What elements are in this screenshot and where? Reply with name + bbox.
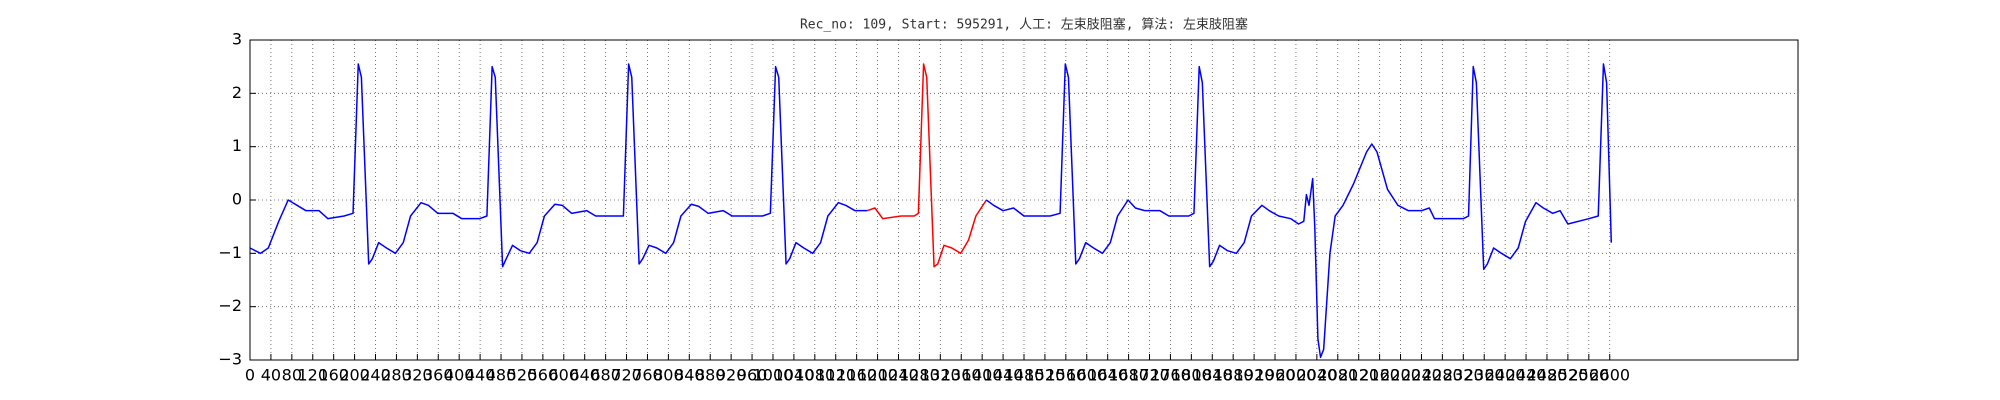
x-tick-label: 440 [465, 366, 496, 385]
x-tick-label: 840 [674, 366, 705, 385]
x-tick-label: 1720 [1129, 366, 1170, 385]
x-tick-label: 200 [339, 366, 370, 385]
x-tick-label: 2160 [1359, 366, 1400, 385]
x-tick-label: 2360 [1464, 366, 1505, 385]
x-tick-label: 1400 [962, 366, 1003, 385]
x-tick-label: 720 [611, 366, 642, 385]
x-tick-label: 2600 [1589, 366, 1630, 385]
x-tick-label: 1920 [1234, 366, 1275, 385]
x-tick-label: 2520 [1548, 366, 1589, 385]
x-tick-label: 1160 [836, 366, 877, 385]
x-tick-label: 1080 [794, 366, 835, 385]
x-tick-label: 920 [716, 366, 747, 385]
x-tick-label: 520 [507, 366, 538, 385]
y-tick-label: −1 [218, 243, 242, 262]
ecg-line [866, 63, 987, 268]
x-tick-label: 160 [318, 366, 349, 385]
x-tick-label: 1240 [878, 366, 919, 385]
x-tick-label: 800 [653, 366, 684, 385]
x-tick-label: 760 [632, 366, 663, 385]
x-tick-label: 1880 [1213, 366, 1254, 385]
x-tick-label: 2320 [1443, 366, 1484, 385]
y-tick-label: 3 [232, 30, 242, 49]
x-tick-label: 2040 [1297, 366, 1338, 385]
plot-frame [249, 39, 1799, 361]
x-tick-label: 1520 [1025, 366, 1066, 385]
x-tick-label: 960 [737, 366, 768, 385]
x-tick-label: 1040 [774, 366, 815, 385]
x-tick-label: 2400 [1485, 366, 1526, 385]
x-tick-label: 2120 [1338, 366, 1379, 385]
x-tick-label: 2480 [1527, 366, 1568, 385]
ecg-line [249, 63, 868, 268]
x-tick-label: 80 [282, 366, 302, 385]
y-tick-label: 0 [232, 190, 242, 209]
x-tick-label: 2240 [1401, 366, 1442, 385]
x-tick-label: 240 [360, 366, 391, 385]
x-tick-label: 1760 [1150, 366, 1191, 385]
x-tick-label: 400 [444, 366, 475, 385]
x-tick-label: 1600 [1066, 366, 1107, 385]
chart-title: Rec_no: 109, Start: 595291, 人工: 左束肢阻塞, 算… [800, 17, 1248, 33]
x-tick-label: 2280 [1422, 366, 1463, 385]
x-tick-label: 1200 [857, 366, 898, 385]
x-tick-label: 2440 [1506, 366, 1547, 385]
y-tick-label: −2 [218, 296, 242, 315]
x-tick-label: 1640 [1087, 366, 1128, 385]
x-tick-label: 1800 [1171, 366, 1212, 385]
x-tick-label: 1480 [1004, 366, 1045, 385]
x-tick-label: 640 [569, 366, 600, 385]
y-tick-label: 2 [232, 83, 242, 102]
x-tick-label: 1360 [941, 366, 982, 385]
y-tick-label: 1 [232, 136, 242, 155]
x-tick-label: 120 [297, 366, 328, 385]
x-tick-label: 1560 [1045, 366, 1086, 385]
x-tick-label: 880 [695, 366, 726, 385]
x-tick-label: 40 [261, 366, 281, 385]
x-tick-label: 1840 [1192, 366, 1233, 385]
x-tick-label: 2560 [1568, 366, 1609, 385]
x-tick-label: 1680 [1108, 366, 1149, 385]
x-tick-label: 0 [245, 366, 255, 385]
x-tick-label: 1280 [899, 366, 940, 385]
x-tick-label: 480 [486, 366, 517, 385]
x-tick-label: 2080 [1317, 366, 1358, 385]
x-tick-label: 1120 [815, 366, 856, 385]
ecg-line [985, 63, 1613, 359]
x-tick-label: 560 [528, 366, 559, 385]
x-tick-label: 600 [549, 366, 580, 385]
x-tick-label: 2200 [1380, 366, 1421, 385]
x-tick-label: 680 [590, 366, 621, 385]
x-tick-label: 1000 [753, 366, 794, 385]
x-tick-label: 1320 [920, 366, 961, 385]
x-tick-label: 360 [423, 366, 454, 385]
y-tick-label: −3 [218, 350, 242, 369]
x-tick-label: 320 [402, 366, 433, 385]
x-tick-label: 2000 [1276, 366, 1317, 385]
x-tick-label: 1960 [1255, 366, 1296, 385]
x-tick-label: 1440 [983, 366, 1024, 385]
x-tick-label: 280 [381, 366, 412, 385]
